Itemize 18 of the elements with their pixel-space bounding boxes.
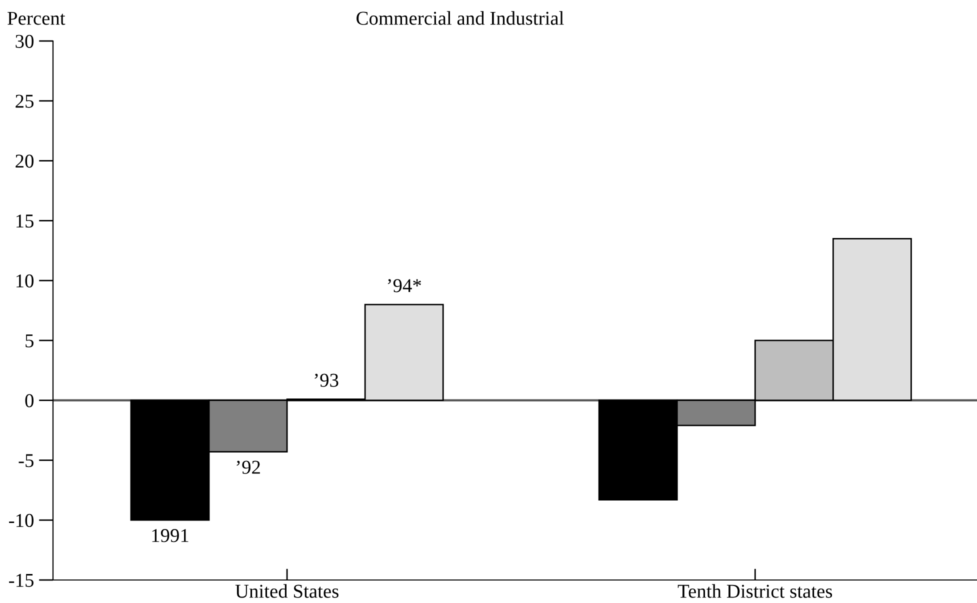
y-tick-label: 10 — [16, 274, 34, 288]
x-tick-label: Tenth District states — [678, 584, 832, 598]
y-tick-label: 20 — [16, 154, 34, 168]
y-tick-label: 15 — [16, 214, 34, 228]
series-label: 1991 — [152, 529, 188, 542]
y-tick-label: 0 — [25, 394, 34, 408]
series-label: ’92 — [236, 460, 260, 474]
y-tick-label: 30 — [16, 34, 34, 48]
y-tick-label: 5 — [26, 334, 34, 348]
y-tick-label: -15 — [9, 574, 34, 587]
chart-title: Commercial and Industrial — [356, 11, 564, 25]
x-tick-label: United States — [235, 584, 338, 598]
y-tick-label: 25 — [16, 94, 34, 108]
y-axis-title: Percent — [8, 12, 66, 25]
y-tick-label: -5 — [18, 454, 34, 468]
series-label: ’94* — [388, 279, 421, 292]
y-tick-label: -10 — [9, 514, 34, 528]
series-label: ’93 — [314, 374, 338, 387]
